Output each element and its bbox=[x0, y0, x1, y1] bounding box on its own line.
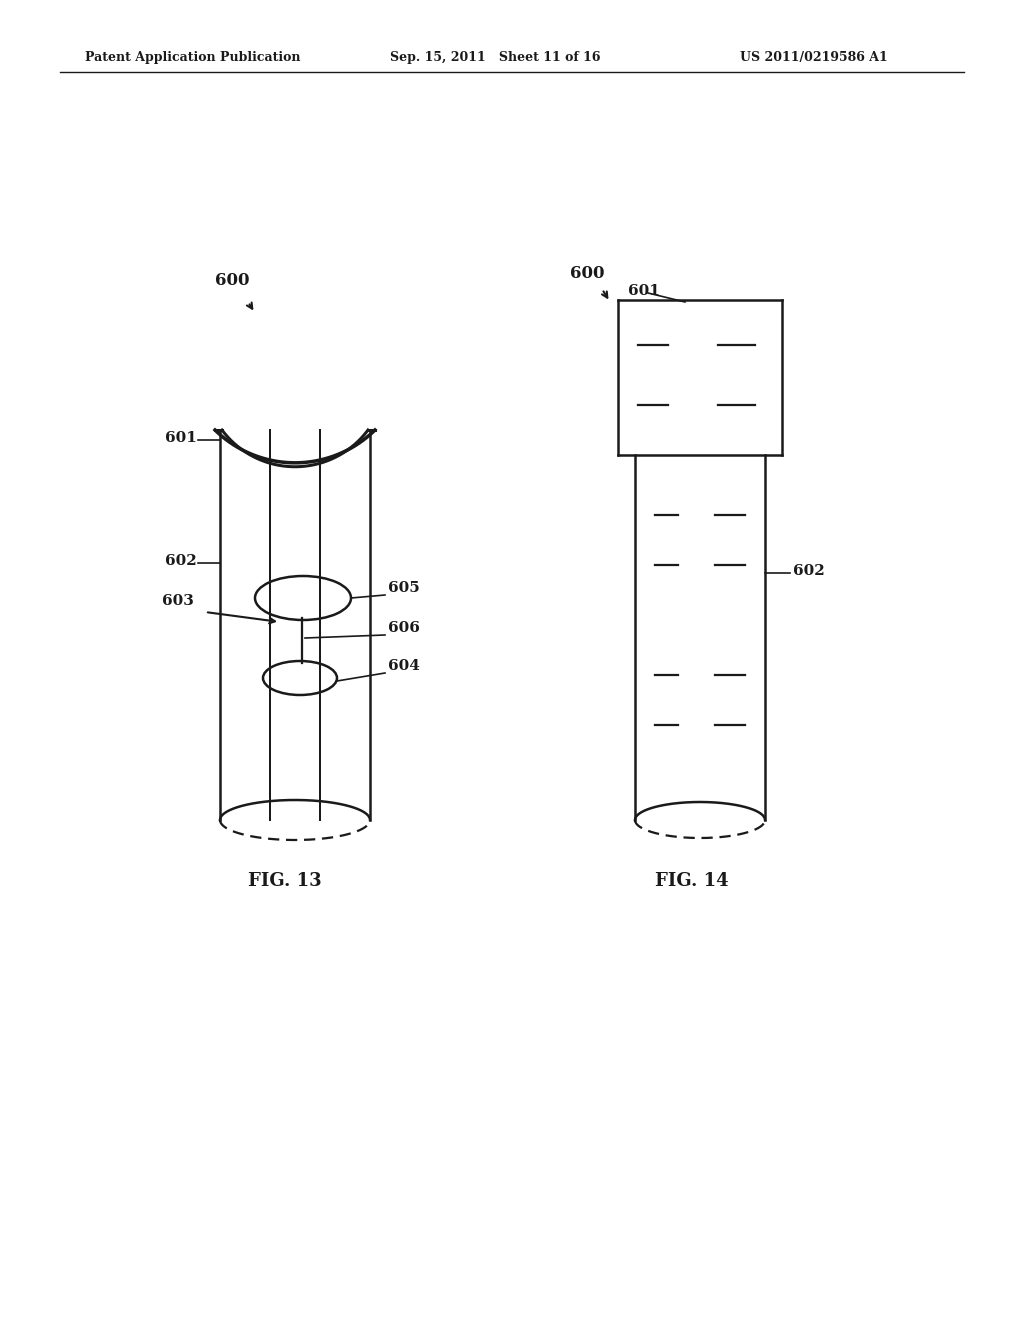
Text: 602: 602 bbox=[165, 554, 197, 568]
Text: 600: 600 bbox=[215, 272, 250, 289]
Text: US 2011/0219586 A1: US 2011/0219586 A1 bbox=[740, 51, 888, 65]
Text: 601: 601 bbox=[165, 432, 197, 445]
Text: 605: 605 bbox=[388, 581, 420, 595]
Text: 602: 602 bbox=[793, 564, 824, 578]
Text: 600: 600 bbox=[570, 265, 604, 282]
Text: 604: 604 bbox=[388, 659, 420, 673]
Text: FIG. 13: FIG. 13 bbox=[248, 873, 322, 890]
Text: Sep. 15, 2011   Sheet 11 of 16: Sep. 15, 2011 Sheet 11 of 16 bbox=[390, 51, 600, 65]
Text: 603: 603 bbox=[162, 594, 194, 609]
Text: 606: 606 bbox=[388, 620, 420, 635]
Text: 601: 601 bbox=[628, 284, 659, 298]
Text: Patent Application Publication: Patent Application Publication bbox=[85, 51, 300, 65]
Text: FIG. 14: FIG. 14 bbox=[655, 873, 729, 890]
